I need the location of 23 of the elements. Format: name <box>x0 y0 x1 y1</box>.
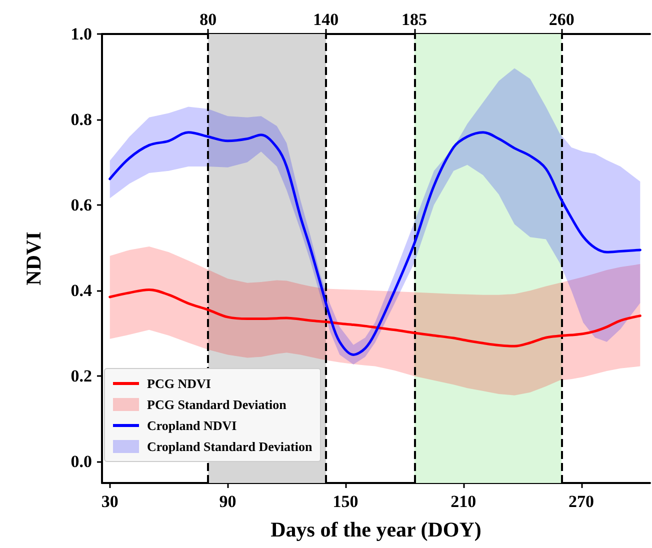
x2-tick-label: 140 <box>313 10 339 29</box>
x2-tick-label: 80 <box>200 10 217 29</box>
x2-tick-label: 185 <box>402 10 428 29</box>
x-tick-label: 150 <box>332 492 358 511</box>
x-tick-label: 90 <box>219 492 236 511</box>
y-axis-title: NDVI <box>22 232 46 286</box>
y-tick-label: 0.8 <box>70 110 92 130</box>
annotation: Cropland Standard Deviation <box>147 438 312 454</box>
y-tick-label: 1.0 <box>70 24 92 44</box>
x-tick-label: 30 <box>101 492 118 511</box>
x2-tick-label: 260 <box>548 10 574 29</box>
x-axis-title: Days of the year (DOY) <box>270 518 482 542</box>
line-series <box>108 131 642 356</box>
annotation: PCG Standard Deviation <box>147 396 286 412</box>
y-tick-label: 0.0 <box>70 452 92 472</box>
line-series <box>108 288 642 348</box>
x-tick-label: 270 <box>568 492 594 511</box>
y-tick-label: 0.6 <box>70 196 92 215</box>
y-tick-label: 0.4 <box>70 281 92 300</box>
legend-label: PCG NDVI <box>147 376 211 392</box>
y-tick-label: 0.2 <box>70 366 92 386</box>
legend-label: Cropland NDVI <box>147 418 237 434</box>
x-tick-label: 210 <box>450 492 476 511</box>
